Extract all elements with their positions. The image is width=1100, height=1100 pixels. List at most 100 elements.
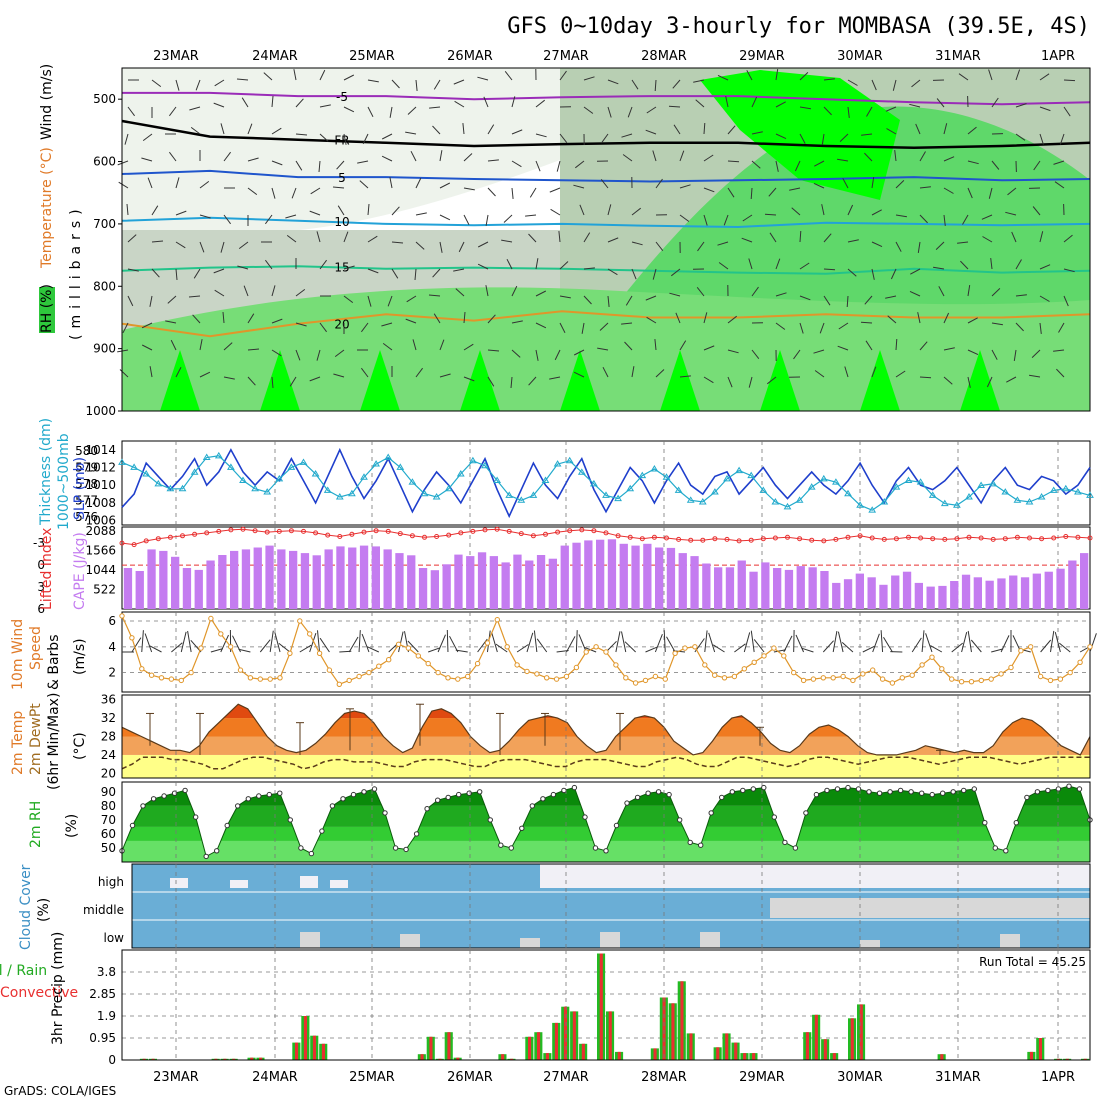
rh-point [540, 796, 546, 802]
wind-speed-point [840, 673, 846, 680]
p7-ylab-b: (%) [36, 898, 52, 922]
wind-barb [559, 70, 567, 81]
wind-barb-10m [495, 643, 508, 653]
wind-barb-10m [366, 646, 380, 653]
slp-tick-label: 1010 [85, 478, 116, 492]
thickness-point [456, 469, 465, 477]
cape-bar [206, 560, 215, 609]
cape-bar [714, 567, 723, 609]
precip-convective-bar [662, 997, 666, 1060]
wind-barb [264, 259, 273, 270]
wind-barb [407, 106, 417, 115]
top-date-axis: 23MAR 24MAR 25MAR 26MAR 27MAR 28MAR 29MAR 30MAR… [153, 49, 1075, 64]
wind-barb-10m [449, 635, 459, 653]
wind-barb [967, 160, 979, 165]
wind-barb [646, 316, 657, 324]
li-point [857, 533, 863, 539]
wind-barb [247, 187, 258, 196]
li-point [1063, 534, 1069, 539]
li-point [567, 528, 573, 534]
wind-barb [559, 261, 569, 270]
wind-barb-10m [862, 645, 875, 653]
li-point [700, 537, 706, 543]
thickness-point [1013, 496, 1022, 503]
rh-point [792, 845, 799, 851]
wind-barb-10m [991, 648, 1004, 653]
thickness-point [517, 496, 526, 503]
li-point [591, 528, 597, 534]
wind-barb [775, 160, 779, 172]
cape-bar [985, 580, 994, 609]
wind-barb [679, 150, 685, 162]
li-point [1039, 536, 1045, 542]
wind-barb [991, 97, 999, 108]
wind-barb-10m [1049, 630, 1055, 653]
wind-barb-10m [783, 635, 793, 653]
wind-barb [295, 322, 307, 327]
wind-barb [727, 315, 738, 324]
p5-ylab-c: (6hr Min/Max) [46, 693, 62, 790]
wind-speed-point [316, 650, 323, 656]
wind-barb [511, 187, 514, 199]
thickness-point [408, 478, 417, 485]
wind-barb [943, 312, 950, 324]
wind-barb [170, 339, 177, 351]
wind-barb [727, 160, 740, 163]
thickness-tick-label: 577 [75, 493, 98, 507]
rh-bright-green-cell [160, 350, 200, 411]
wind-barb [247, 348, 260, 351]
rh-bright-green-cell [560, 350, 600, 411]
li-point [252, 528, 258, 534]
wind-barb [550, 208, 561, 216]
li-point [651, 534, 657, 540]
wind-barb [1039, 133, 1044, 145]
cloud-high-bar [300, 876, 318, 888]
thickness-point [626, 484, 635, 492]
wind-barb [271, 95, 274, 108]
wind-speed-point [761, 653, 767, 659]
wind-barb [558, 231, 561, 243]
wind-barb [535, 258, 539, 270]
wind-barb [214, 289, 225, 297]
thickness-point [1037, 493, 1046, 500]
thickness-point [977, 481, 985, 488]
wind-barb [1015, 294, 1027, 297]
wind-barb [823, 78, 835, 81]
wind-barb [295, 133, 308, 136]
wind-speed-point [356, 673, 362, 680]
li-point [1014, 534, 1020, 540]
wind-barb [962, 214, 969, 225]
li-cape-panel: 522 1044 1566 2088 -3 0 3 6 [33, 524, 1093, 616]
wind-barb [214, 79, 225, 87]
wind-barb [703, 122, 706, 135]
wind-speed-point [474, 660, 481, 667]
wind-speed-point [553, 676, 560, 682]
wind-barb [847, 204, 854, 216]
wind-speed-point [573, 664, 580, 671]
wind-speed-point [1077, 659, 1083, 665]
wind-tick-label: 2 [108, 666, 116, 680]
wind-barb [271, 285, 276, 297]
wind-barb [627, 106, 633, 118]
rh-point [887, 789, 893, 795]
isotherm-label: 15 [334, 260, 349, 274]
wind-speed-point [425, 660, 431, 667]
thickness-point [190, 468, 199, 475]
wind-barb [405, 131, 417, 135]
li-point [143, 538, 149, 544]
precip-convective-bar [223, 1058, 227, 1060]
wind-barb [343, 74, 355, 81]
wind-barb [168, 151, 177, 162]
wind-barb [1053, 349, 1065, 352]
pressure-tick-label: 600 [93, 155, 116, 169]
li-point [893, 536, 899, 542]
li-point [833, 536, 839, 542]
cape-bar [914, 582, 923, 609]
wind-barb [511, 349, 521, 358]
thickness-point [892, 483, 901, 490]
thickness-point [723, 474, 731, 482]
wind-barb-10m [348, 636, 359, 653]
li-point [167, 534, 173, 540]
wind-barb-10m [841, 642, 854, 653]
cloud-low-bar [1000, 934, 1020, 948]
